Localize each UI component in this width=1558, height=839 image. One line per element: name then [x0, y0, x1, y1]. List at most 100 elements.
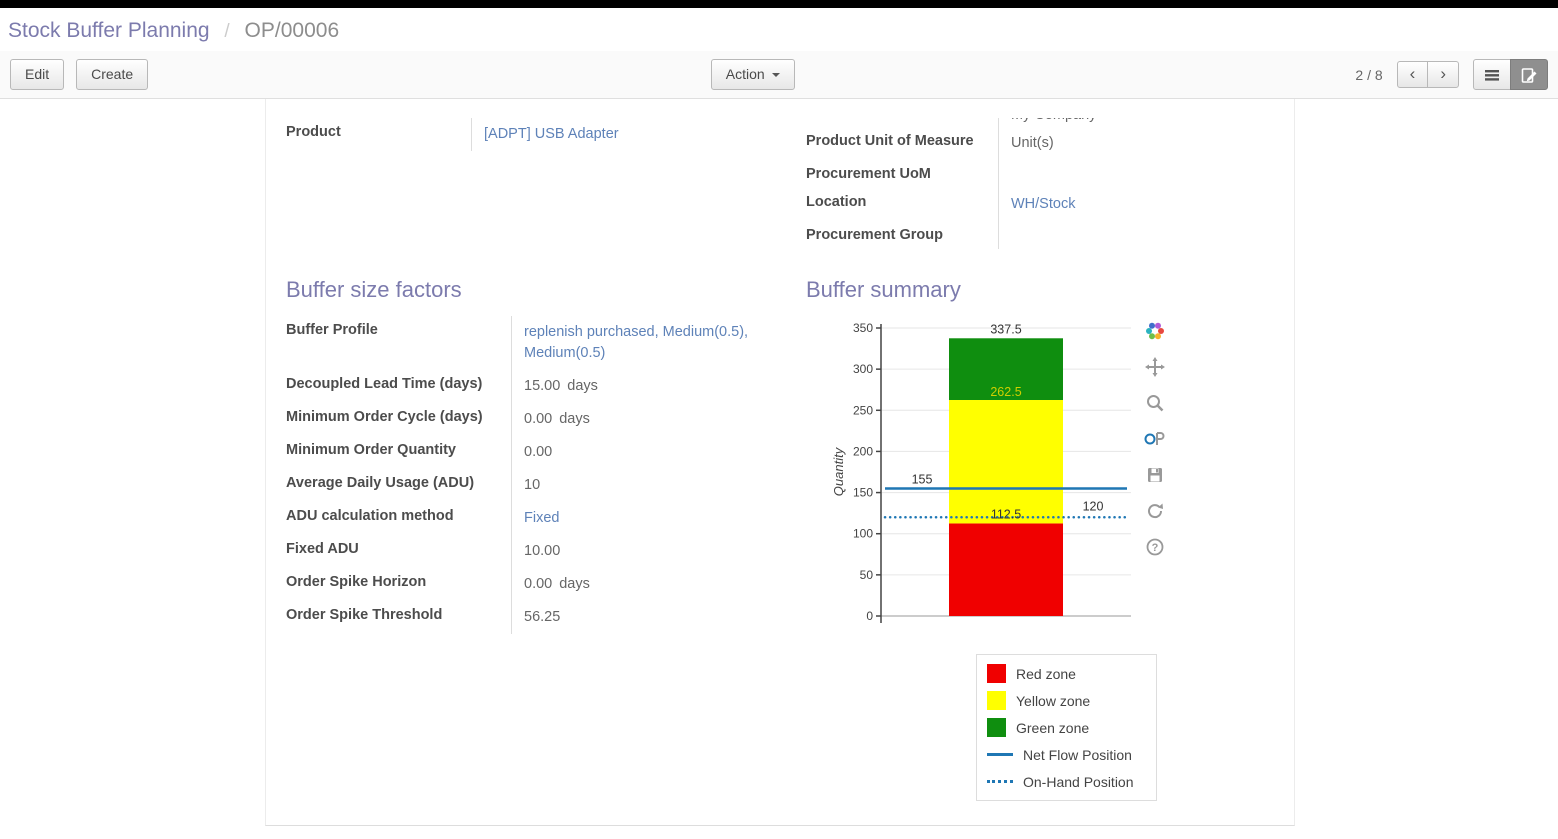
pager-nav: ‹ › — [1396, 60, 1459, 89]
help-icon[interactable]: ? — [1144, 536, 1166, 558]
form-view-button[interactable] — [1510, 59, 1548, 90]
field-row-dlt: Decoupled Lead Time (days) 15.00 days — [286, 370, 791, 404]
min-order-qty-label: Minimum Order Quantity — [286, 442, 456, 459]
app-topbar — [0, 0, 1558, 8]
reset-axes-icon[interactable] — [1144, 500, 1166, 522]
procurement-group-label: Procurement Group — [806, 227, 943, 244]
fixed-adu-label: Fixed ADU — [286, 541, 359, 558]
min-order-cycle-value: 0.00 — [524, 411, 553, 428]
top-field-grid: Product [ADPT] USB Adapter My Company Pr… — [286, 118, 1274, 250]
spike-horizon-suffix: days — [559, 576, 590, 593]
pager-next-button[interactable]: › — [1427, 60, 1459, 89]
left-field-group: Product [ADPT] USB Adapter — [286, 118, 791, 249]
buffer-profile-value-link[interactable]: replenish purchased, Medium(0.5), Medium… — [524, 324, 749, 362]
fixed-adu-value: 10.00 — [511, 535, 791, 569]
chevron-left-icon: ‹ — [1409, 63, 1416, 83]
min-order-qty-value: 0.00 — [511, 436, 791, 470]
field-row-min-order-cycle: Minimum Order Cycle (days) 0.00 days — [286, 403, 791, 437]
location-label: Location — [806, 194, 867, 211]
legend-item[interactable]: Yellow zone — [987, 687, 1146, 714]
legend-label: On-Hand Position — [1023, 773, 1134, 790]
adu-method-value-link[interactable]: Fixed — [524, 510, 560, 527]
pager-counter: 2 / 8 — [1355, 66, 1383, 83]
svg-text:?: ? — [1152, 542, 1159, 554]
save-icon[interactable] — [1144, 464, 1166, 486]
min-order-cycle-label: Minimum Order Cycle (days) — [286, 409, 483, 426]
legend-label: Net Flow Position — [1023, 746, 1132, 763]
compare-data-icon[interactable] — [1144, 428, 1166, 450]
chevron-right-icon: › — [1440, 63, 1446, 83]
buffer-summary-group: Buffer summary 0 50 100 150 200 250 300 350 337.… — [806, 277, 1274, 802]
pager-previous-button[interactable]: ‹ — [1396, 60, 1429, 89]
zoom-icon[interactable] — [1144, 392, 1166, 414]
edit-button[interactable]: Edit — [10, 58, 65, 91]
buffer-zones-chart[interactable]: 0 50 100 150 200 250 300 350 337.5 262.5 155 112.5 1… — [831, 316, 1141, 638]
legend-item[interactable]: Green zone — [987, 714, 1146, 741]
field-row-product: Product [ADPT] USB Adapter — [286, 118, 791, 152]
buffer-profile-label: Buffer Profile — [286, 322, 378, 339]
product-value-link[interactable]: [ADPT] USB Adapter — [484, 126, 619, 142]
buffer-summary-title: Buffer summary — [806, 277, 961, 303]
right-field-group: My Company Product Unit of Measure Unit(… — [806, 118, 1274, 250]
adu-value: 10 — [511, 469, 791, 503]
field-row-min-order-qty: Minimum Order Quantity 0.00 — [286, 436, 791, 470]
list-icon — [1485, 69, 1499, 81]
svg-text:120: 120 — [1083, 499, 1104, 513]
breadcrumb-separator: / — [224, 21, 230, 42]
adu-label: Average Daily Usage (ADU) — [286, 475, 475, 492]
pan-icon[interactable] — [1144, 356, 1166, 378]
groups-grid: Buffer size factors Buffer Profile reple… — [286, 277, 1274, 802]
legend-swatch-box — [987, 691, 1006, 711]
spike-horizon-value: 0.00 — [524, 576, 553, 593]
adu-method-label: ADU calculation method — [286, 508, 454, 525]
dlt-label: Decoupled Lead Time (days) — [286, 376, 483, 393]
legend-item[interactable]: Net Flow Position — [987, 741, 1146, 768]
create-button[interactable]: Create — [76, 58, 149, 91]
spike-threshold-value: 56.25 — [511, 601, 791, 635]
svg-text:100: 100 — [853, 527, 873, 541]
list-view-button[interactable] — [1473, 59, 1511, 90]
view-switcher — [1473, 59, 1548, 90]
field-row-location: Location WH/Stock — [806, 188, 1274, 222]
field-row-buffer-profile: Buffer Profile replenish purchased, Medi… — [286, 316, 791, 371]
svg-text:150: 150 — [853, 486, 873, 500]
legend-label: Red zone — [1016, 665, 1076, 682]
uom-value: Unit(s) — [998, 127, 1274, 161]
plotly-logo-icon[interactable] — [1144, 320, 1166, 342]
breadcrumb: Stock Buffer Planning / OP/00006 — [0, 8, 1558, 51]
svg-text:250: 250 — [853, 403, 873, 417]
spike-threshold-label: Order Spike Threshold — [286, 607, 443, 624]
field-row-fixed-adu: Fixed ADU 10.00 — [286, 535, 791, 569]
svg-text:300: 300 — [853, 362, 873, 376]
breadcrumb-root-link[interactable]: Stock Buffer Planning — [8, 19, 210, 42]
uom-label: Product Unit of Measure — [806, 133, 974, 149]
field-row-procurement-uom: Procurement UoM — [806, 160, 1274, 189]
company-value: My Company — [1011, 118, 1096, 126]
legend-swatch-box — [987, 718, 1006, 738]
procurement-uom-label: Procurement UoM — [806, 166, 931, 183]
legend-swatch-dots — [987, 780, 1013, 784]
legend-item[interactable]: On-Hand Position — [987, 768, 1146, 795]
dlt-value: 15.00 — [524, 378, 561, 395]
product-label: Product — [286, 124, 341, 140]
location-value-link[interactable]: WH/Stock — [1011, 196, 1076, 213]
field-row-adu-method: ADU calculation method Fixed — [286, 502, 791, 536]
action-dropdown-button[interactable]: Action — [710, 58, 795, 91]
control-panel: Edit Create Action 2 / 8 ‹ › — [0, 51, 1558, 99]
legend-item[interactable]: Red zone — [987, 660, 1146, 687]
action-label: Action — [725, 65, 765, 82]
svg-text:0: 0 — [866, 609, 873, 623]
svg-text:200: 200 — [853, 444, 873, 458]
svg-text:Quantity: Quantity — [831, 446, 846, 496]
form-sheet: Product [ADPT] USB Adapter My Company Pr… — [265, 99, 1295, 826]
buffer-factors-group: Buffer size factors Buffer Profile reple… — [286, 277, 791, 798]
dlt-suffix: days — [567, 378, 598, 395]
chart-legend: Red zone Yellow zone Green zone Net Flow Po… — [976, 654, 1157, 802]
field-row-procurement-group: Procurement Group — [806, 221, 1274, 250]
chevron-down-icon — [771, 73, 780, 78]
form-edit-icon — [1521, 67, 1536, 83]
svg-text:350: 350 — [853, 321, 873, 335]
chart-modebar: ? — [1144, 320, 1166, 558]
svg-text:262.5: 262.5 — [990, 385, 1021, 399]
pager: 2 / 8 ‹ › — [1355, 59, 1548, 90]
